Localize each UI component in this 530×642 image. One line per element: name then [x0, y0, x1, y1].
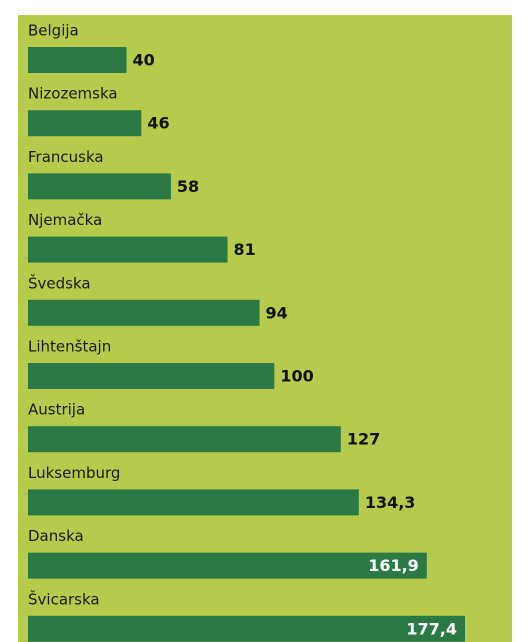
category-label: Luksemburg — [28, 464, 120, 482]
value-label: 100 — [280, 367, 313, 386]
value-label: 134,3 — [365, 493, 416, 512]
category-label: Nizozemska — [28, 85, 118, 103]
bar — [28, 615, 465, 642]
category-label: Danska — [28, 527, 84, 545]
bar — [28, 299, 260, 326]
bar — [28, 363, 275, 389]
bar — [28, 552, 427, 579]
bar — [28, 47, 127, 73]
category-label: Njemačka — [28, 211, 102, 229]
category-label: Francuska — [28, 148, 104, 166]
category-label: Lihtenštajn — [28, 338, 111, 356]
bar — [28, 489, 359, 516]
category-label: Austrija — [28, 401, 85, 419]
chart-background — [18, 15, 512, 642]
bar — [28, 110, 142, 137]
bar — [28, 236, 228, 263]
value-label: 81 — [234, 240, 256, 259]
bar — [28, 426, 341, 453]
value-label: 127 — [347, 430, 380, 449]
category-label: Švicarska — [28, 589, 100, 608]
value-label: 46 — [147, 114, 169, 133]
value-label: 177,4 — [406, 619, 457, 638]
value-label: 40 — [133, 51, 155, 70]
category-label: Belgija — [28, 22, 79, 40]
bar — [28, 173, 171, 200]
value-label: 58 — [177, 177, 199, 196]
value-label: 161,9 — [368, 556, 419, 575]
category-label: Švedska — [28, 273, 91, 292]
value-label: 94 — [266, 303, 288, 322]
